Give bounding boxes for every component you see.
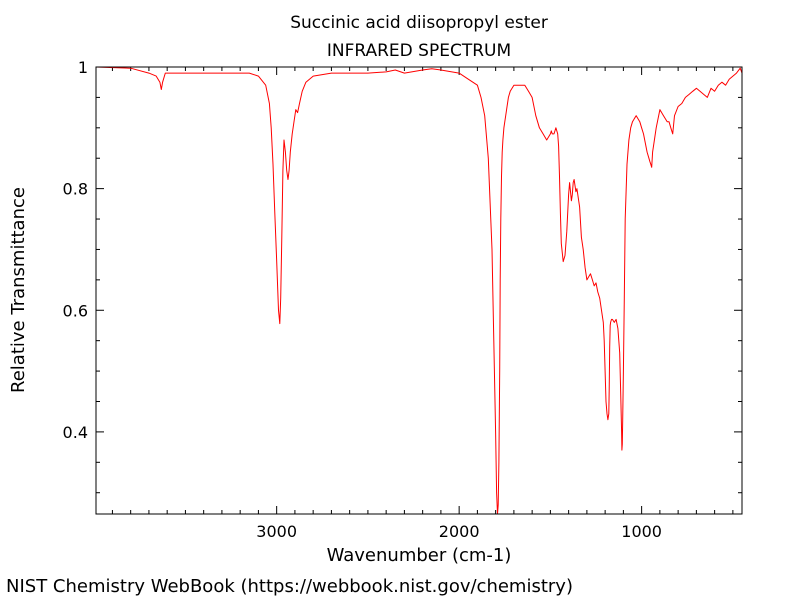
y-tick-label: 0.8 — [63, 180, 88, 199]
x-tick-label: 2000 — [439, 522, 480, 541]
axis-ticks: 3000 2000 1000 0.4 0.6 0.8 1 — [63, 58, 742, 541]
plot-frame — [95, 66, 743, 515]
spectrum-line — [95, 66, 743, 515]
x-tick-label: 1000 — [621, 522, 662, 541]
x-axis-label: Wavenumber (cm-1) — [327, 545, 512, 566]
y-axis-label: Relative Transmittance — [8, 187, 29, 393]
y-tick-label: 0.4 — [63, 423, 88, 442]
chart-subtitle: INFRARED SPECTRUM — [327, 41, 511, 61]
y-tick-label: 1 — [78, 58, 88, 77]
chart-title: Succinic acid diisopropyl ester — [290, 13, 548, 33]
x-tick-label: 3000 — [256, 522, 297, 541]
series-layer — [95, 66, 743, 515]
source-footer: NIST Chemistry WebBook (https://webbook.… — [6, 576, 573, 597]
y-tick-label: 0.6 — [63, 301, 88, 320]
